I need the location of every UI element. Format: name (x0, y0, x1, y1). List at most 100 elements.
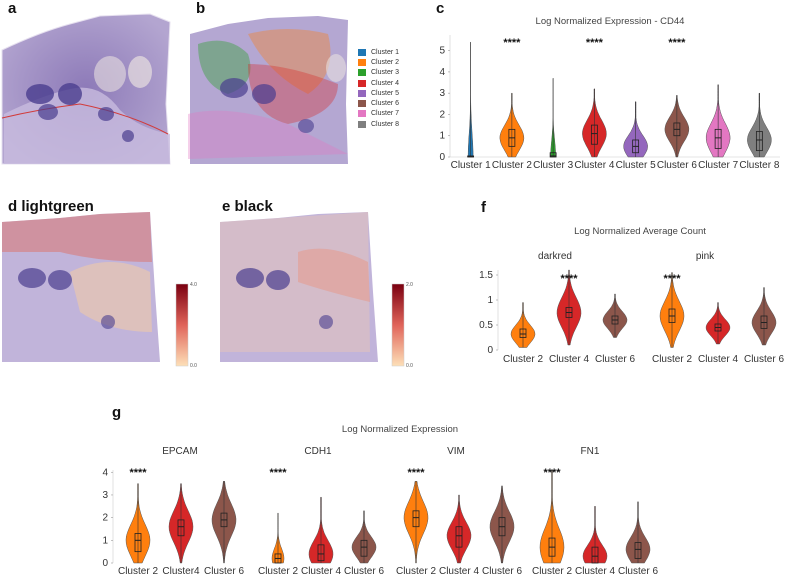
chart-g-sig-1-0: **** (269, 467, 287, 479)
chart-g-xtick-2-0: Cluster 2 (396, 566, 436, 577)
chart-g-group-2: VIM (447, 446, 465, 457)
panel-label-b: b (196, 0, 206, 17)
chart-g-tick-3: 3 (102, 490, 108, 501)
chart-g-xtick-0-2: Cluster 6 (204, 566, 244, 577)
chart-f-xtick-0-2: Cluster 6 (595, 354, 635, 365)
legend-item: Cluster 6 (358, 98, 399, 108)
chart-g-xtick-1-1: Cluster 4 (301, 566, 341, 577)
violin-box-g-1-1 (317, 544, 325, 562)
legend-label: Cluster 3 (371, 69, 400, 77)
legend-item: Cluster 8 (358, 119, 399, 129)
chart-f-tick-3: 1.5 (479, 270, 493, 281)
violin-box-g-0-0 (134, 533, 142, 553)
legend-swatch (358, 79, 366, 87)
panel-label-d: d lightgreen (8, 198, 94, 215)
panel-label-g: g (112, 404, 122, 421)
chart-c-tick-5: 5 (439, 46, 445, 57)
legend-label: Cluster 8 (371, 120, 400, 128)
chart-g-group-1: CDH1 (304, 446, 332, 457)
chart-c-xtick-0: Cluster 1 (451, 160, 491, 171)
chart-f-xtick-1-2: Cluster 6 (744, 354, 784, 365)
violin-box-g-3-2 (634, 542, 642, 559)
violin-box-f-0-0 (519, 328, 527, 338)
chart-c-xtick-3: Cluster 4 (574, 160, 614, 171)
chart-g-xtick-3-0: Cluster 2 (532, 566, 572, 577)
panel-label-e: e black (222, 198, 273, 215)
chart-f-xtick-1-0: Cluster 2 (652, 354, 692, 365)
chart-g-xtick-3-2: Cluster 6 (618, 566, 658, 577)
chart-g-sig-0-0: **** (129, 467, 147, 479)
violin-box-g-2-0 (412, 510, 420, 528)
legend-item: Cluster 4 (358, 78, 399, 88)
chart-g-title: Log Normalized Expression (341, 424, 459, 435)
chart-f-group-0: darkred (538, 251, 572, 262)
tissue-image-b (188, 16, 348, 164)
chart-g-tick-2: 2 (102, 513, 108, 524)
chart-c-xtick-5: Cluster 6 (657, 160, 697, 171)
chart-f-sig-1-0: **** (663, 273, 681, 285)
chart-g-tick-1: 1 (102, 535, 108, 546)
panel-label-c: c (436, 0, 445, 17)
chart-g-tick-4: 4 (102, 467, 108, 478)
chart-g-sig-3-0: **** (543, 467, 561, 479)
tissue-image-a (1, 13, 171, 165)
chart-c-tick-2: 2 (439, 109, 445, 120)
chart-f-xtick-0-0: Cluster 2 (503, 354, 543, 365)
chart-g-xtick-0-0: Cluster 2 (118, 566, 158, 577)
legend-swatch (358, 120, 366, 128)
chart-g-tick-0: 0 (102, 558, 108, 569)
legend-swatch (358, 69, 366, 77)
chart-c-sig-3: **** (586, 37, 604, 49)
legend-swatch (358, 89, 366, 97)
legend-item: Cluster 1 (358, 47, 399, 57)
chart-f-xtick-1-1: Cluster 4 (698, 354, 738, 365)
chart-f-xtick-0-1: Cluster 4 (549, 354, 589, 365)
chart-g-sig-2-0: **** (407, 467, 425, 479)
chart-g-group-3: FN1 (580, 446, 600, 457)
colorbar-d-min: 0.0 (190, 363, 197, 369)
chart-g-xtick-3-1: Cluster 4 (575, 566, 615, 577)
legend-label: Cluster 6 (371, 100, 400, 108)
chart-c-xtick-2: Cluster 3 (533, 160, 573, 171)
legend-swatch (358, 110, 366, 118)
chart-f-group-1: pink (695, 251, 715, 262)
violin-box-c-2 (549, 152, 557, 158)
chart-c-sig-5: **** (668, 37, 686, 49)
legend-item: Cluster 5 (358, 88, 399, 98)
chart-c-tick-3: 3 (439, 88, 445, 99)
chart-c-sig-1: **** (503, 37, 521, 49)
panel-label-f: f (481, 199, 486, 216)
chart-c-tick-0: 0 (439, 152, 445, 163)
tissue-image-e (220, 212, 405, 367)
legend-label: Cluster 1 (371, 48, 400, 56)
chart-c-tick-1: 1 (439, 131, 445, 142)
tissue-image-d (2, 212, 189, 367)
legend-label: Cluster 4 (371, 79, 400, 87)
chart-g-group-0: EPCAM (162, 446, 198, 457)
colorbar-e-min: 0.0 (406, 363, 413, 369)
chart-c-xtick-4: Cluster 5 (616, 160, 656, 171)
violin-box-g-2-1 (455, 526, 463, 548)
cluster-legend: Cluster 1 Cluster 2 Cluster 3 Cluster 4 … (358, 47, 399, 129)
violin-box-g-3-1 (591, 546, 599, 564)
chart-g-xtick-1-0: Cluster 2 (258, 566, 298, 577)
chart-g-xtick-1-2: Cluster 6 (344, 566, 384, 577)
chart-f-tick-0: 0 (487, 345, 493, 356)
legend-item: Cluster 2 (358, 57, 399, 67)
chart-c-xtick-7: Cluster 8 (739, 160, 779, 171)
legend-label: Cluster 7 (371, 110, 400, 118)
violin-box-c-3 (590, 124, 598, 145)
chart-g-xtick-2-2: Cluster 6 (482, 566, 522, 577)
panel-label-a: a (8, 0, 17, 17)
legend-item: Cluster 3 (358, 68, 399, 78)
chart-c-tick-4: 4 (439, 67, 445, 78)
legend-swatch (358, 48, 366, 56)
legend-swatch (358, 100, 366, 108)
chart-c-title: Log Normalized Expression - CD44 (535, 16, 685, 27)
chart-c-xtick-6: Cluster 7 (698, 160, 738, 171)
chart-f-tick-2: 1 (487, 295, 493, 306)
chart-g-xtick-0-1: Cluster4 (162, 566, 200, 577)
colorbar-e-max: 2.0 (406, 282, 413, 288)
chart-f-sig-0-1: **** (560, 273, 578, 285)
